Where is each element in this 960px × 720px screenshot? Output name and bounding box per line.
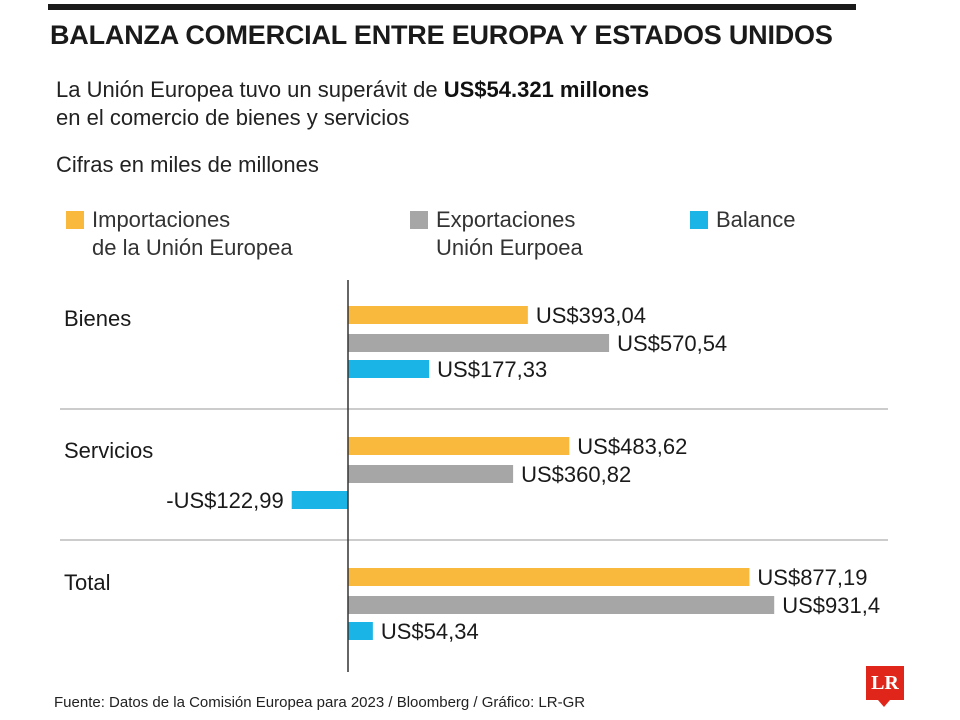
category-label: Bienes [64, 306, 131, 331]
bar [348, 334, 610, 352]
bar [348, 437, 570, 455]
data-label: -US$122,99 [166, 488, 283, 513]
data-label: US$931,4 [782, 593, 880, 618]
bar [348, 465, 514, 483]
legend-swatch-exports [410, 211, 428, 229]
data-label: US$177,33 [437, 357, 547, 382]
subtitle-highlight: US$54.321 millones [443, 77, 650, 102]
chart-subtitle: La Unión Europea tuvo un superávit de US… [56, 76, 876, 132]
legend-label-line1: Importaciones [92, 207, 231, 232]
bar [348, 622, 373, 640]
bar [291, 491, 348, 509]
bar [348, 596, 775, 614]
subtitle-text: La Unión Europea tuvo un superávit de [56, 77, 444, 102]
data-label: US$54,34 [381, 619, 479, 644]
data-label: US$393,04 [536, 303, 646, 328]
bar [348, 360, 430, 378]
legend-label-line1: Exportaciones [436, 207, 576, 232]
bar [348, 568, 750, 586]
subtitle-text-line2: en el comercio de bienes y servicios [56, 105, 410, 130]
lr-logo: LR [866, 666, 904, 700]
legend-swatch-imports [66, 211, 84, 229]
legend-swatch-balance [690, 211, 708, 229]
unit-note: Cifras en miles de millones [56, 152, 319, 177]
category-label: Servicios [64, 438, 153, 463]
top-rule [48, 4, 856, 10]
chart-title: BALANZA COMERCIAL ENTRE EUROPA Y ESTADOS… [50, 20, 833, 50]
logo-tail [878, 700, 890, 707]
data-label: US$360,82 [521, 462, 631, 487]
category-label: Total [64, 570, 110, 595]
bar [348, 306, 528, 324]
data-label: US$570,54 [617, 331, 727, 356]
legend-label-line2: Unión Eurpoea [436, 235, 583, 260]
data-label: US$877,19 [757, 565, 867, 590]
legend-label-line2: de la Unión Europea [92, 235, 293, 260]
data-label: US$483,62 [577, 434, 687, 459]
source-note: Fuente: Datos de la Comisión Europea par… [54, 694, 586, 711]
legend-label-line1: Balance [716, 207, 796, 232]
